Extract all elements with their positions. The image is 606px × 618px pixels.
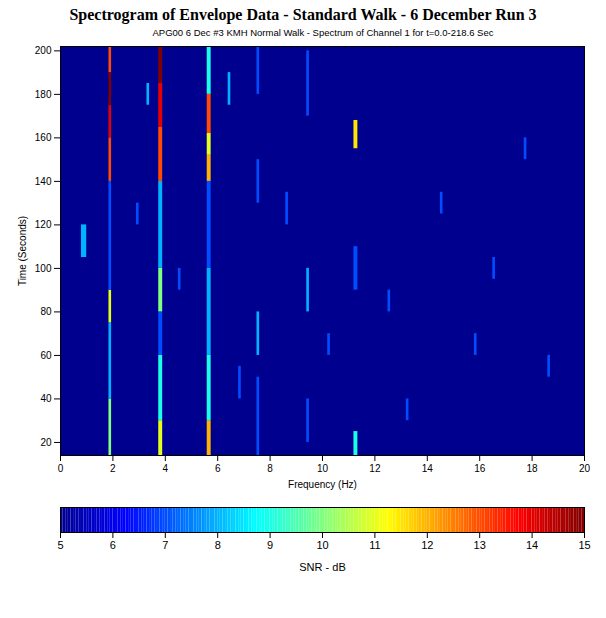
- svg-text:5: 5: [57, 539, 63, 551]
- svg-text:100: 100: [35, 263, 52, 274]
- svg-text:20: 20: [40, 437, 52, 448]
- svg-text:14: 14: [526, 539, 538, 551]
- svg-text:10: 10: [316, 539, 328, 551]
- svg-text:15: 15: [578, 539, 590, 551]
- svg-text:8: 8: [267, 463, 273, 474]
- svg-text:8: 8: [215, 539, 221, 551]
- svg-text:9: 9: [267, 539, 273, 551]
- svg-text:12: 12: [421, 539, 433, 551]
- svg-text:11: 11: [369, 539, 380, 551]
- svg-text:10: 10: [317, 463, 329, 474]
- svg-text:160: 160: [35, 132, 52, 143]
- svg-text:80: 80: [40, 306, 52, 317]
- svg-text:SNR - dB: SNR - dB: [299, 561, 345, 573]
- svg-text:14: 14: [422, 463, 434, 474]
- svg-text:120: 120: [35, 219, 52, 230]
- svg-text:4: 4: [163, 463, 169, 474]
- svg-text:0: 0: [58, 463, 64, 474]
- svg-text:200: 200: [35, 45, 52, 56]
- svg-text:6: 6: [110, 539, 116, 551]
- svg-text:60: 60: [40, 350, 52, 361]
- svg-text:12: 12: [369, 463, 381, 474]
- svg-text:2: 2: [110, 463, 116, 474]
- html-text:APG00 6 Dec #3 KMH Normal Walk: APG00 6 Dec #3 KMH Normal Walk - Spectru…: [152, 27, 494, 38]
- svg-text:Frequency (Hz): Frequency (Hz): [288, 479, 357, 490]
- svg-text:7: 7: [162, 539, 168, 551]
- svg-text:13: 13: [474, 539, 486, 551]
- svg-text:140: 140: [35, 176, 52, 187]
- svg-text:180: 180: [35, 89, 52, 100]
- html-text:Spectrogram of Envelope Data -: Spectrogram of Envelope Data - Standard …: [69, 6, 537, 23]
- svg-text:6: 6: [215, 463, 221, 474]
- svg-text:20: 20: [579, 463, 591, 474]
- svg-text:40: 40: [40, 393, 52, 404]
- svg-text:16: 16: [474, 463, 486, 474]
- svg-text:18: 18: [527, 463, 539, 474]
- svg-text:Time (Seconds): Time (Seconds): [17, 216, 28, 286]
